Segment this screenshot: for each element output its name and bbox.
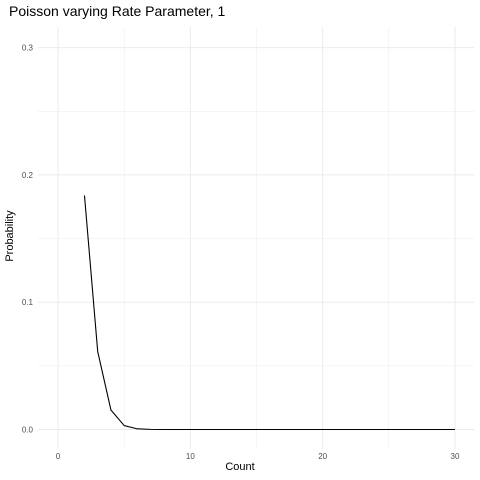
minor-gridlines — [38, 27, 474, 449]
y-tick-label: 0.1 — [22, 298, 34, 307]
y-axis-label: Probability — [4, 210, 16, 262]
x-tick-label: 30 — [451, 452, 460, 461]
major-gridlines — [38, 27, 474, 449]
y-tick-label: 0.0 — [22, 426, 34, 435]
x-tick-label: 0 — [56, 452, 61, 461]
x-tick-label: 20 — [318, 452, 327, 461]
series-layer — [83, 195, 456, 431]
y-tick-label: 0.2 — [22, 171, 34, 180]
x-tick-label: 10 — [186, 452, 195, 461]
y-tick-label: 0.3 — [22, 44, 34, 53]
series-line — [83, 195, 455, 431]
tick-labels: 0 10 20 30 0.0 0.1 0.2 0.3 — [22, 44, 460, 461]
chart-title: Poisson varying Rate Parameter, 1 — [9, 3, 226, 19]
x-axis-label: Count — [225, 461, 255, 473]
